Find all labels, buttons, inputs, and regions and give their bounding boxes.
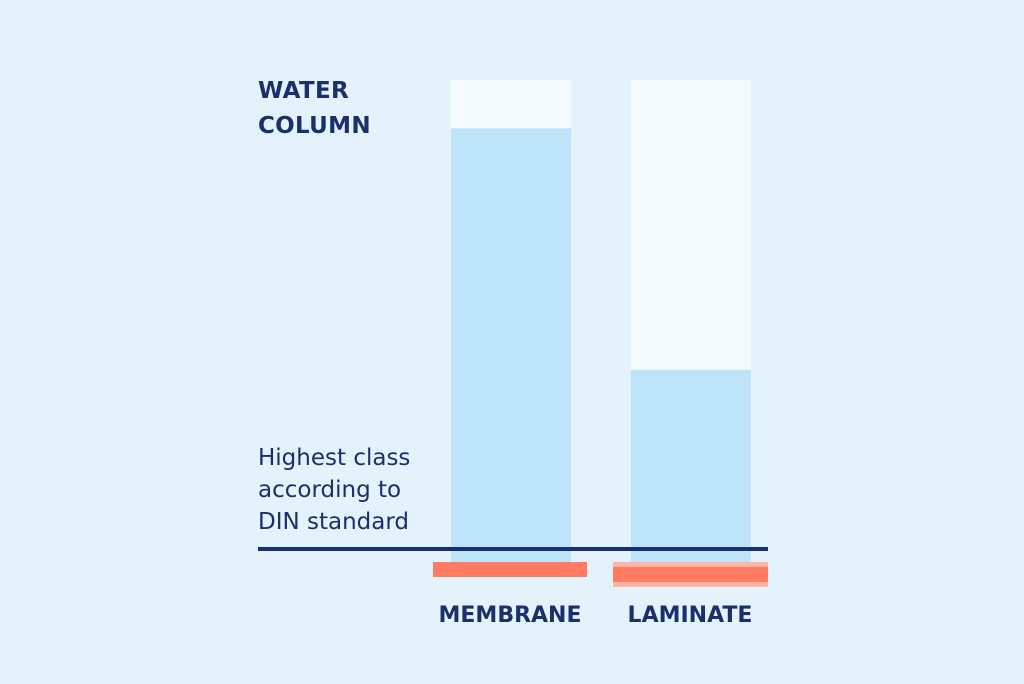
- bar-membrane: [451, 128, 571, 564]
- bar-laminate: [631, 369, 751, 563]
- y-axis-label: WATER COLUMN: [258, 78, 371, 139]
- base-bar-membrane: [433, 562, 587, 577]
- base-bar-laminate: [613, 567, 768, 582]
- category-label-laminate: LAMINATE: [628, 603, 753, 628]
- category-label-membrane: MEMBRANE: [439, 603, 582, 628]
- reference-line-label: Highest class according to DIN standard: [258, 445, 411, 535]
